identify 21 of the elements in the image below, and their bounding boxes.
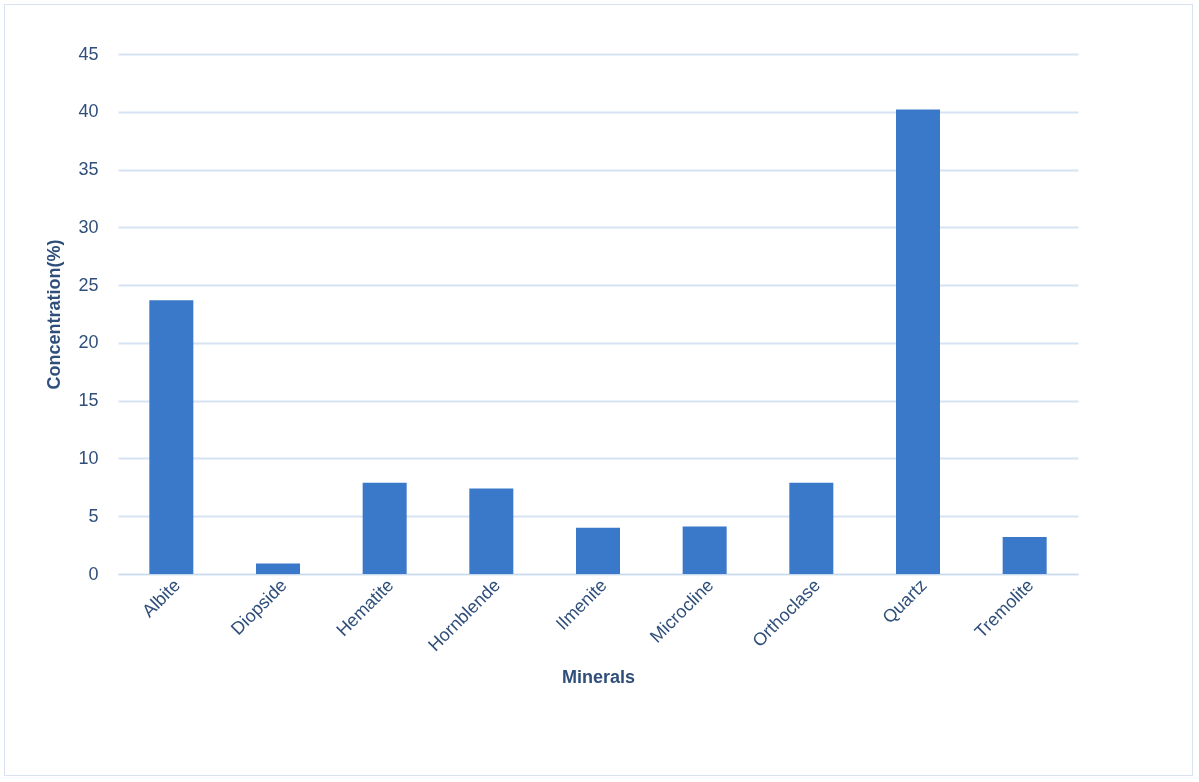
y-tick-label: 5 [88, 505, 99, 526]
bar [1002, 537, 1047, 574]
bar [682, 526, 727, 574]
y-axis-title: Concentration(%) [44, 239, 65, 390]
x-axis-title: Minerals [561, 667, 636, 688]
bar [789, 482, 834, 574]
bar [896, 109, 940, 574]
bar [362, 482, 407, 574]
y-tick-label: 45 [78, 43, 99, 64]
bar [469, 488, 514, 574]
y-tick-label: 35 [78, 159, 99, 180]
bar [256, 563, 300, 574]
y-tick-label: 0 [88, 563, 99, 584]
bar [149, 300, 194, 574]
y-tick-label: 15 [78, 390, 99, 411]
y-tick-label: 30 [78, 216, 99, 237]
y-tick-label: 25 [78, 274, 99, 295]
bar [576, 527, 620, 574]
y-tick-label: 40 [78, 101, 99, 122]
y-tick-label: 20 [78, 332, 99, 353]
y-tick-label: 10 [78, 447, 99, 468]
